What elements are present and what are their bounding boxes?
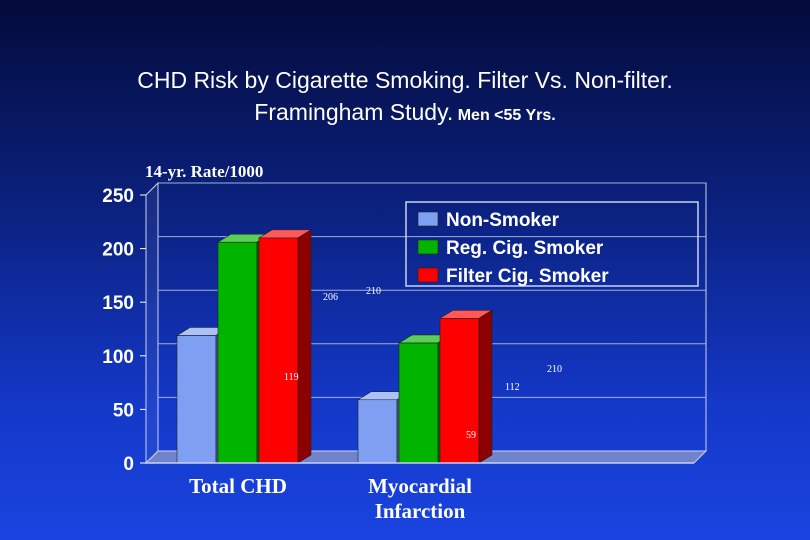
category-label-1-line-1: Myocardial (368, 474, 472, 498)
data-label-3: 210 (547, 364, 562, 375)
data-label-2: 210 (366, 286, 381, 297)
y-tick-label-250: 250 (102, 186, 134, 207)
y-tick-label-50: 50 (113, 400, 134, 421)
legend-swatch-2 (417, 267, 439, 283)
legend-box (405, 201, 699, 287)
title-dot: . (446, 99, 454, 125)
legend-swatch-0 (417, 211, 439, 227)
y-axis-label: 14-yr. Rate/1000 (145, 162, 264, 181)
category-label-0: Total CHD (189, 474, 287, 498)
bar-side-2-1 (478, 309, 493, 464)
category-label-1-line-2: Infarction (375, 499, 466, 523)
title-line-1: CHD Risk by Cigarette Smoking. Filter Vs… (137, 67, 673, 93)
title-line-2: Framingham Study. Men <55 Yrs. (0, 96, 810, 132)
data-label-4: 112 (505, 382, 520, 393)
bar-2-0 (258, 237, 299, 464)
bar-2-1 (439, 317, 480, 464)
legend-label-1: Reg. Cig. Smoker (446, 238, 604, 259)
bar-0-1 (357, 399, 398, 464)
legend-label-2: Filter Cig. Smoker (446, 266, 609, 287)
chart-title: CHD Risk by Cigarette Smoking. Filter Vs… (0, 64, 810, 132)
bar-1-1 (398, 342, 439, 464)
y-tick-label-200: 200 (102, 240, 134, 261)
bar-0-0 (176, 335, 217, 464)
data-label-1: 206 (323, 292, 338, 303)
data-label-0: 119 (284, 372, 299, 383)
y-tick-label-100: 100 (102, 347, 134, 368)
title-line-2-text: Framingham Study (254, 99, 447, 125)
bar-side-2-0 (297, 229, 312, 464)
y-tick-label-0: 0 (123, 454, 134, 475)
data-label-5: 59 (466, 430, 476, 441)
y-tick-label-150: 150 (102, 293, 134, 314)
legend-swatch-1 (417, 239, 439, 255)
bar-1-0 (217, 241, 258, 464)
legend-label-0: Non-Smoker (446, 210, 560, 231)
chart-side-wall (145, 181, 159, 465)
title-subtitle: Men <55 Yrs. (453, 107, 556, 124)
